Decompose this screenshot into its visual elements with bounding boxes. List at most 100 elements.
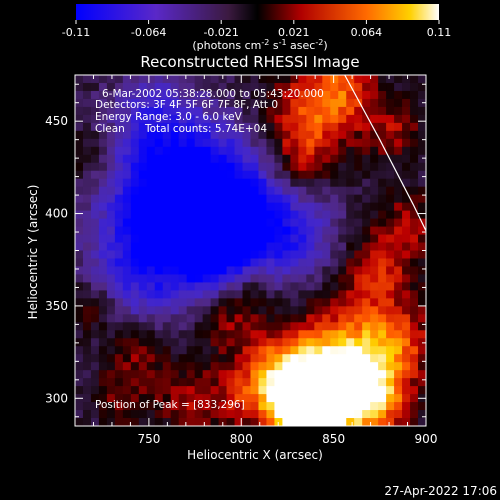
heatmap-cell [386, 282, 395, 291]
heatmap-cell [370, 362, 379, 371]
heatmap-cell [98, 386, 108, 395]
heatmap-cell [210, 330, 220, 339]
heatmap-cell [202, 234, 212, 244]
heatmap-cell [218, 394, 228, 403]
heatmap-cell [114, 194, 124, 204]
heatmap-cell [186, 410, 196, 419]
heatmap-cell [410, 226, 419, 236]
heatmap-cell [322, 394, 331, 403]
heatmap-cell [186, 146, 196, 156]
heatmap-cell [330, 98, 339, 108]
heatmap-cell [202, 154, 212, 164]
heatmap-cell [258, 234, 268, 244]
heatmap-cell [298, 242, 307, 252]
heatmap-cell [226, 146, 236, 156]
heatmap-cell [186, 186, 196, 196]
heatmap-cell [242, 354, 252, 363]
heatmap-cell [114, 354, 124, 363]
heatmap-cell [306, 114, 315, 124]
heatmap-cell [378, 362, 387, 371]
heatmap-cell [354, 274, 363, 284]
heatmap-cell [114, 170, 124, 180]
heatmap-cell [250, 154, 260, 164]
heatmap-cell [242, 338, 252, 347]
heatmap-cell [82, 98, 92, 108]
heatmap-cell [122, 394, 132, 403]
heatmap-cell [290, 322, 299, 331]
heatmap-cell [234, 402, 244, 411]
heatmap-cell [410, 306, 419, 315]
heatmap-cell [266, 106, 276, 116]
heatmap-cell [82, 90, 92, 100]
heatmap-cell [338, 90, 347, 100]
heatmap-cell [114, 130, 124, 140]
heatmap-cell [122, 250, 132, 260]
heatmap-cell [202, 306, 212, 315]
heatmap-cell [410, 75, 419, 84]
heatmap-cell [330, 322, 339, 331]
heatmap-cell [138, 378, 148, 387]
heatmap-cell [234, 330, 244, 339]
heatmap-cell [98, 410, 108, 419]
heatmap-cell [354, 234, 363, 244]
heatmap-cell [178, 418, 188, 426]
heatmap-cell [186, 138, 196, 148]
heatmap-cell [410, 266, 419, 276]
heatmap-cell [370, 418, 379, 426]
heatmap-cell [226, 410, 236, 419]
heatmap-cell [282, 290, 291, 299]
heatmap-cell [170, 410, 180, 419]
heatmap-cell [386, 378, 395, 387]
heatmap-cell [218, 362, 228, 371]
heatmap-cell [322, 314, 331, 323]
heatmap-cell [370, 258, 379, 268]
heatmap-cell [194, 138, 204, 148]
heatmap-cell [106, 306, 116, 315]
heatmap-cell [90, 346, 100, 355]
heatmap-cell [218, 106, 228, 116]
heatmap-cell [106, 75, 116, 84]
heatmap-cell [410, 418, 419, 426]
heatmap-cell [218, 402, 228, 411]
heatmap-cell [306, 242, 315, 252]
heatmap-cell [130, 106, 140, 116]
heatmap-cell [138, 386, 148, 395]
heatmap-cell [138, 178, 148, 188]
heatmap-cell [154, 202, 164, 212]
heatmap-cell [354, 98, 363, 108]
heatmap-cell [226, 218, 236, 228]
heatmap-cell [298, 370, 307, 379]
heatmap-cell [418, 306, 426, 315]
heatmap-cell [362, 330, 371, 339]
heatmap-cell [75, 202, 84, 212]
heatmap-cell [394, 330, 403, 339]
heatmap-cell [218, 258, 228, 268]
heatmap-cell [186, 75, 196, 84]
heatmap-cell [130, 338, 140, 347]
heatmap-cell [154, 330, 164, 339]
heatmap-cell [138, 370, 148, 379]
heatmap-cell [234, 354, 244, 363]
heatmap-cell [75, 226, 84, 236]
heatmap-cell [178, 330, 188, 339]
heatmap-cell [386, 354, 395, 363]
heatmap-cell [346, 234, 355, 244]
heatmap-cell [266, 138, 276, 148]
heatmap-cell [82, 178, 92, 188]
heatmap-cell [146, 138, 156, 148]
heatmap-cell [346, 314, 355, 323]
heatmap-cell [402, 338, 411, 347]
heatmap-cell [378, 354, 387, 363]
heatmap-cell [138, 298, 148, 307]
heatmap-cell [314, 146, 323, 156]
heatmap-cell [98, 258, 108, 268]
heatmap-cell [194, 114, 204, 124]
heatmap-cell [290, 75, 299, 84]
heatmap-cell [130, 370, 140, 379]
heatmap-cell [210, 362, 220, 371]
heatmap-cell [274, 186, 284, 196]
heatmap-cell [122, 194, 132, 204]
heatmap-cell [90, 162, 100, 172]
heatmap-cell [290, 170, 299, 180]
heatmap-cell [258, 106, 268, 116]
